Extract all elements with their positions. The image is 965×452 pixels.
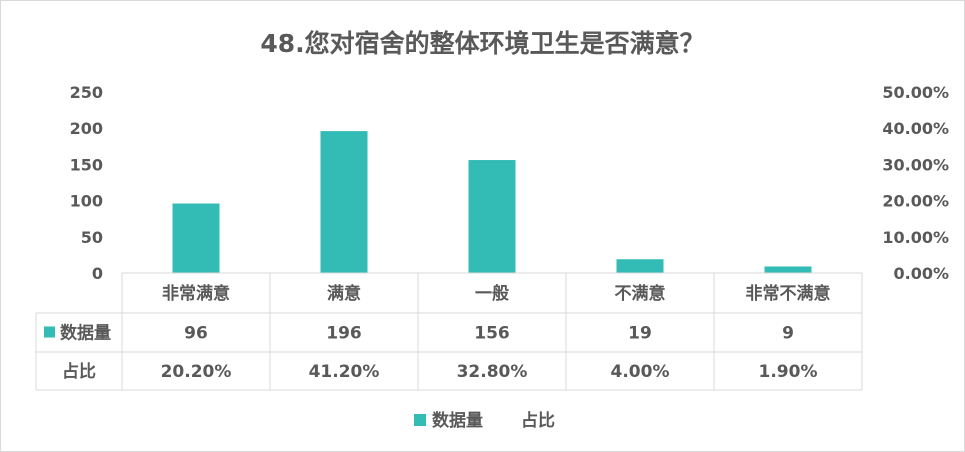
data-label: 196: [326, 324, 362, 344]
bar: [764, 266, 812, 273]
data-label: 156: [474, 324, 510, 344]
data-label: 32.80%: [457, 362, 528, 382]
data-label: 20.20%: [161, 362, 232, 382]
table-row-header: 数据量: [60, 323, 111, 344]
legend-entry: 数据量: [432, 410, 483, 431]
x-axis-tick-label: 不满意: [615, 283, 666, 304]
y2-axis-tick-label: 10.00%: [882, 228, 949, 247]
data-label: 4.00%: [611, 362, 670, 382]
legend-entry: 占比: [521, 410, 555, 431]
x-axis-tick-label: 一般: [475, 283, 509, 304]
table-legend-swatch: [44, 326, 55, 338]
bar: [172, 203, 220, 273]
table-row-header: 占比: [62, 361, 96, 382]
y2-axis-tick-label: 0.00%: [893, 264, 949, 283]
data-label: 9: [782, 324, 794, 344]
data-label: 19: [628, 324, 652, 344]
y2-axis-tick-label: 40.00%: [882, 119, 949, 138]
legend-swatch: [414, 414, 426, 426]
y2-axis-tick-label: 20.00%: [882, 192, 949, 211]
y-axis-tick-label: 0: [92, 264, 103, 283]
bar: [468, 160, 516, 273]
chart-title: 48.您对宿舍的整体环境卫生是否满意？: [260, 29, 705, 58]
y2-axis-tick-label: 30.00%: [882, 155, 949, 174]
x-axis-tick-label: 满意: [327, 283, 361, 304]
y-axis-tick-label: 200: [70, 119, 103, 138]
data-label: 1.90%: [759, 362, 818, 382]
bar: [320, 131, 368, 273]
y-axis-tick-label: 50: [81, 228, 103, 247]
y-axis-tick-label: 150: [70, 155, 103, 174]
y2-axis-tick-label: 50.00%: [882, 83, 949, 102]
y-axis-tick-label: 250: [70, 83, 103, 102]
data-label: 96: [184, 324, 208, 344]
data-label: 41.20%: [309, 362, 380, 382]
x-axis-tick-label: 非常不满意: [746, 283, 831, 304]
y-axis-tick-label: 100: [70, 192, 103, 211]
bar: [616, 259, 664, 273]
x-axis-tick-label: 非常满意: [162, 283, 230, 304]
